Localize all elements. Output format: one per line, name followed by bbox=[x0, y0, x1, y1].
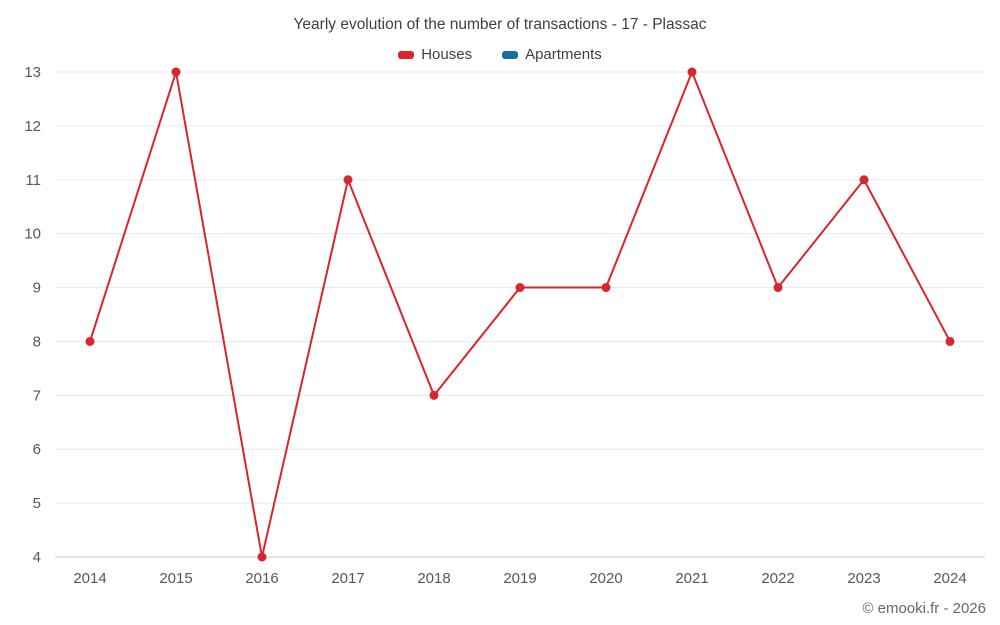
x-axis-label: 2016 bbox=[245, 570, 278, 587]
houses-swatch-icon bbox=[398, 50, 415, 59]
legend: Houses Apartments bbox=[0, 46, 1000, 63]
legend-label-apartments: Apartments bbox=[525, 46, 602, 63]
data-point bbox=[859, 175, 869, 185]
credits-link[interactable]: © emooki.fr - 2026 bbox=[862, 600, 986, 617]
legend-label-houses: Houses bbox=[421, 46, 473, 63]
data-point bbox=[171, 67, 181, 77]
x-axis-label: 2021 bbox=[675, 570, 708, 587]
x-axis-label: 2014 bbox=[73, 570, 106, 587]
data-point bbox=[601, 283, 611, 293]
data-point bbox=[257, 552, 267, 562]
x-axis-label: 2018 bbox=[417, 570, 450, 587]
data-point bbox=[85, 336, 95, 346]
y-axis-label: 12 bbox=[24, 118, 41, 135]
y-axis-label: 7 bbox=[33, 387, 41, 404]
x-axis-label: 2022 bbox=[761, 570, 794, 587]
chart-title: Yearly evolution of the number of transa… bbox=[293, 16, 707, 33]
x-axis-label: 2019 bbox=[503, 570, 536, 587]
legend-item-houses[interactable]: Houses bbox=[398, 46, 472, 63]
y-axis-label: 13 bbox=[24, 64, 41, 81]
x-axis-label: 2023 bbox=[847, 570, 880, 587]
data-point bbox=[687, 67, 697, 77]
data-point bbox=[429, 390, 439, 400]
y-axis-label: 5 bbox=[33, 495, 41, 512]
x-axis-label: 2015 bbox=[159, 570, 192, 587]
apartments-swatch-icon bbox=[502, 50, 519, 59]
series-line-houses bbox=[89, 71, 951, 558]
y-axis-label: 8 bbox=[33, 333, 41, 350]
data-point bbox=[945, 336, 955, 346]
y-axis-label: 4 bbox=[33, 549, 41, 566]
data-point bbox=[343, 175, 353, 185]
x-axis-label: 2024 bbox=[933, 570, 966, 587]
x-axis-label: 2020 bbox=[589, 570, 622, 587]
y-axis-label: 10 bbox=[24, 226, 41, 243]
data-point bbox=[515, 283, 525, 293]
x-axis-label: 2017 bbox=[331, 570, 364, 587]
y-axis-label: 6 bbox=[33, 441, 41, 458]
data-point bbox=[773, 283, 783, 293]
y-axis-label: 11 bbox=[25, 172, 41, 189]
y-axis-label: 9 bbox=[33, 280, 41, 297]
legend-item-apartments[interactable]: Apartments bbox=[502, 46, 602, 63]
